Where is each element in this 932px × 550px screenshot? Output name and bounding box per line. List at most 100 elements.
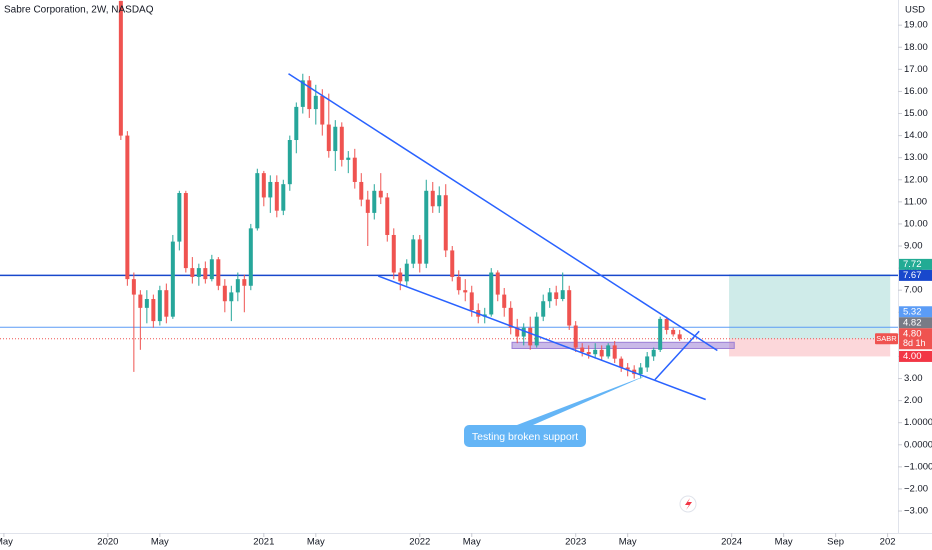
countdown: 8d 1h [903, 338, 926, 348]
y-tick-label: 3.00 [904, 373, 923, 384]
candle-body [554, 292, 559, 300]
candle-body [502, 294, 507, 308]
candle-body [307, 80, 312, 110]
price-label-box [899, 269, 932, 281]
candle-body [157, 290, 162, 322]
y-tick-label: 18.00 [904, 42, 928, 53]
candle-body [450, 250, 455, 277]
candle-body [326, 124, 331, 152]
symbol-label: SABR [876, 334, 897, 343]
candle-body [359, 181, 364, 200]
x-tick-label: 2022 [409, 537, 430, 548]
candle-body [203, 268, 208, 280]
price-label-box [899, 350, 932, 362]
support-zone [511, 341, 735, 349]
candle-body [287, 140, 292, 185]
candle-body [593, 349, 598, 355]
price-label-box [899, 258, 932, 270]
candle-body [580, 347, 585, 353]
y-tick-label: −2.00 [904, 483, 928, 494]
candle-body [411, 239, 416, 264]
candle-body [573, 325, 578, 348]
candle-body [196, 268, 201, 277]
callout-pointer [517, 374, 650, 425]
candle-body [300, 80, 305, 107]
candle-body [170, 241, 175, 317]
candle-body [294, 106, 299, 141]
candle-body [222, 285, 227, 302]
y-tick-label: 0.0000 [904, 439, 932, 450]
candle-body [118, 0, 123, 136]
candle-body [606, 345, 611, 357]
candle-body [586, 352, 591, 355]
candle-body [183, 193, 188, 269]
trendline [377, 275, 706, 401]
candle-body [651, 349, 656, 357]
candle-body [144, 299, 149, 308]
candle-body [391, 234, 396, 273]
candle-body [619, 358, 624, 368]
candle-body [495, 272, 500, 295]
candle-body [625, 367, 630, 370]
currency: USD [905, 5, 925, 16]
candle-body [424, 190, 429, 264]
plot-area: Testing broken support [0, 0, 898, 447]
x-tick-label: Sep [827, 537, 844, 548]
price-label-box [899, 306, 932, 318]
candle-body [372, 190, 377, 213]
candle-body [508, 307, 513, 328]
candle-body [131, 279, 136, 295]
candle-body [378, 190, 383, 198]
candle-body [235, 279, 240, 293]
candle-body [255, 173, 260, 229]
candle-body [430, 190, 435, 207]
candle-body [209, 259, 214, 280]
candle-body [242, 279, 247, 286]
replay-icon[interactable] [679, 495, 697, 513]
y-tick-label: 2.00 [904, 395, 923, 406]
candle-body [528, 327, 533, 346]
candle-body [469, 292, 474, 311]
candle-body [671, 329, 676, 335]
candle-body [313, 95, 318, 110]
x-tick-label: May [775, 537, 793, 548]
candle-body [268, 181, 273, 198]
y-tick-label: 9.00 [904, 241, 923, 252]
candle-body [190, 268, 195, 277]
candle-body [541, 301, 546, 317]
y-tick-label: 13.00 [904, 152, 928, 163]
callout-box [464, 425, 586, 447]
x-tick-label: 202 [880, 537, 896, 548]
y-tick-label: 7.00 [904, 285, 923, 296]
candle-body [404, 263, 409, 282]
candle-body [638, 367, 643, 375]
candle-body [521, 327, 526, 337]
y-tick-label: 15.00 [904, 108, 928, 119]
x-tick-label: May [307, 537, 325, 548]
x-tick-label: 2021 [253, 537, 274, 548]
y-tick-label: −1.0000 [904, 461, 932, 472]
price-label: 4.00 [903, 351, 922, 362]
candle-body [567, 290, 572, 326]
candle-body [177, 193, 182, 242]
x-tick-label: May [463, 537, 481, 548]
x-tick-label: May [0, 537, 13, 548]
y-tick-label: 1.0000 [904, 417, 932, 428]
price-label: 4.80 [903, 328, 922, 339]
candle-body [515, 327, 520, 337]
y-tick-label: 12.00 [904, 174, 928, 185]
position-stop [729, 338, 891, 357]
candle-body [456, 276, 461, 291]
price-label-box [899, 328, 932, 350]
x-tick-label: 2023 [565, 537, 586, 548]
candle-body [658, 318, 663, 350]
currency-box [902, 2, 930, 18]
candle-body [398, 272, 403, 282]
candle-body [489, 272, 494, 315]
y-tick-label: 14.00 [904, 130, 928, 141]
candle-body [417, 239, 422, 264]
candle-body [365, 199, 370, 213]
candle-body [437, 195, 442, 207]
